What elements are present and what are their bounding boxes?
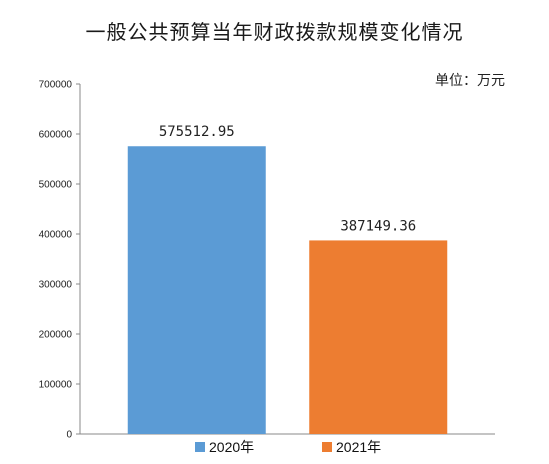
unit-label: 单位：万元 <box>435 73 505 89</box>
legend-label: 2021年 <box>336 439 381 455</box>
bar-1 <box>127 146 266 434</box>
legend: 2020年 2021年 <box>195 439 381 455</box>
y-tick-label: 0 <box>66 430 72 441</box>
data-label: 387149.36 <box>340 218 416 234</box>
y-tick-label: 400000 <box>39 230 73 241</box>
data-label: 575512.95 <box>159 124 235 140</box>
legend-swatch <box>322 442 332 452</box>
y-tick-label: 500000 <box>39 180 73 191</box>
data-labels-layer: 575512.95 387149.36 <box>159 124 416 234</box>
bars-layer <box>127 146 448 434</box>
y-tick-label: 300000 <box>39 280 73 291</box>
y-tick-label: 100000 <box>39 380 73 391</box>
legend-swatch <box>195 442 205 452</box>
y-tick-label: 600000 <box>39 130 73 141</box>
chart-title: 一般公共预算当年财政拨款规模变化情况 <box>85 20 464 44</box>
legend-label: 2020年 <box>209 439 254 455</box>
bar-2 <box>309 240 448 434</box>
y-tick-label: 200000 <box>39 330 73 341</box>
y-tick-label: 700000 <box>39 80 73 91</box>
